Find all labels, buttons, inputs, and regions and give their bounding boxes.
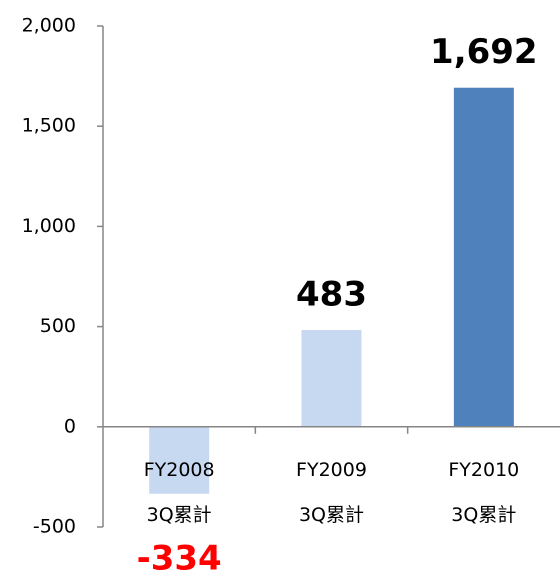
x-tick-label-line: FY2010 [448,459,519,481]
value-label: -334 [137,539,222,578]
y-tick-label: 0 [64,415,76,437]
x-tick-label: FY2008 3Q累計 [144,459,215,526]
bar [453,87,514,427]
x-tick-label-line: FY2009 [296,459,367,481]
y-tick-label: 500 [40,315,76,337]
x-tick-label-line: 3Q累計 [299,504,364,526]
x-tick-label-line: 3Q累計 [147,504,212,526]
bar [301,330,362,427]
y-tick-label: -500 [33,516,76,538]
value-label: 483 [296,275,367,315]
bar [149,426,210,494]
y-tick-label: 2,000 [22,15,76,37]
x-tick-label: FY2009 3Q累計 [296,459,367,526]
y-tick-label: 1,000 [22,215,76,237]
y-tick-label: 1,500 [22,115,76,137]
x-tick-label-line: 3Q累計 [451,504,516,526]
x-tick-label: FY2010 3Q累計 [448,459,519,526]
value-label: 1,692 [430,32,538,72]
x-tick-label-line: FY2008 [144,459,215,481]
